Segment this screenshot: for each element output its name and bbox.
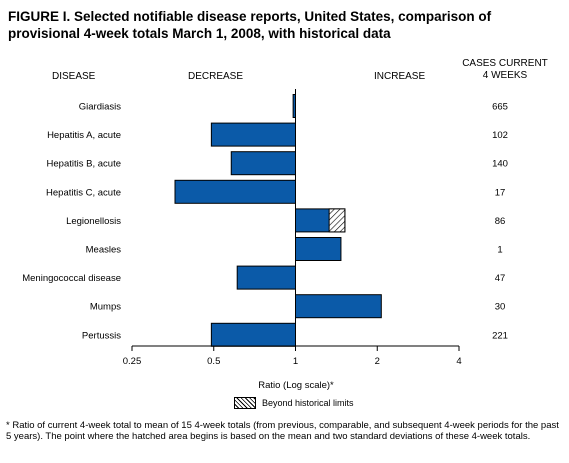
case-count: 140 [492,159,508,170]
case-count: 102 [492,130,508,141]
increase-header: INCREASE [374,71,426,82]
x-tick-label: 4 [456,356,461,367]
cases-header-line2: 4 WEEKS [482,70,528,81]
decrease-header: DECREASE [188,71,244,82]
x-tick-label: 1 [293,356,298,367]
x-tick-label: 0.5 [207,356,220,367]
category-label: Hepatitis A, acute [47,130,121,141]
category-label: Legionellosis [66,216,121,227]
x-tick-label: 0.25 [123,356,142,367]
case-count: 221 [492,330,508,341]
cases-header: CASES CURRENT 4 WEEKS [458,58,552,82]
bar [295,294,382,319]
hatched-segment [328,208,346,233]
category-label: Giardiasis [79,102,121,113]
hatch-legend-swatch [234,397,256,409]
bar [230,151,296,176]
case-count: 665 [492,102,508,113]
category-label: Measles [86,245,122,256]
bar [174,179,296,204]
bar [236,265,296,290]
category-label: Hepatitis C, acute [46,187,121,198]
x-axis-title: Ratio (Log scale)* [258,380,334,391]
cases-header-line1: CASES CURRENT [462,58,548,69]
category-label: Hepatitis B, acute [47,159,121,170]
legend-label: Beyond historical limits [262,398,354,408]
category-label: Mumps [90,302,121,313]
case-count: 47 [495,273,506,284]
figure-title: FIGURE I. Selected notifiable disease re… [8,9,492,41]
category-label: Meningococcal disease [22,273,121,284]
case-count: 86 [495,216,506,227]
case-count: 30 [495,302,506,313]
category-label: Pertussis [82,330,121,341]
bar [210,322,296,347]
disease-header: DISEASE [52,71,96,82]
bar [210,122,296,147]
footnote: * Ratio of current 4-week total to mean … [6,420,559,442]
case-count: 17 [495,187,506,198]
x-tick-label: 2 [375,356,380,367]
case-count: 1 [497,245,502,256]
bar [295,237,342,261]
